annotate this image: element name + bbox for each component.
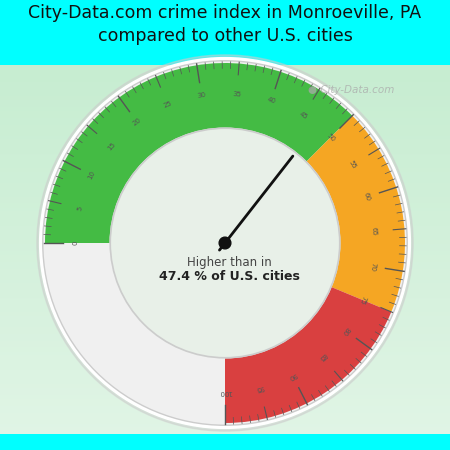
Wedge shape — [225, 287, 392, 423]
Wedge shape — [43, 61, 407, 425]
Text: 40: 40 — [266, 97, 276, 105]
Text: Higher than in: Higher than in — [187, 256, 272, 269]
Circle shape — [110, 128, 340, 358]
Text: 45: 45 — [298, 111, 308, 121]
Text: ● City-Data.com: ● City-Data.com — [308, 85, 394, 95]
Circle shape — [37, 55, 413, 431]
Bar — [0, 0, 450, 65]
Text: 35: 35 — [232, 91, 241, 97]
Wedge shape — [306, 116, 405, 312]
Text: 15: 15 — [106, 141, 117, 151]
Text: 70: 70 — [369, 261, 376, 271]
Text: City-Data.com crime index in Monroeville, PA
compared to other U.S. cities: City-Data.com crime index in Monroeville… — [28, 4, 422, 45]
Text: 20: 20 — [132, 117, 143, 127]
Text: 5: 5 — [76, 205, 83, 211]
Text: 65: 65 — [371, 227, 377, 236]
Circle shape — [219, 237, 231, 249]
Text: 55: 55 — [347, 160, 357, 170]
Wedge shape — [45, 63, 352, 243]
Text: 25: 25 — [162, 100, 173, 109]
Text: 95: 95 — [255, 384, 265, 392]
Text: 0: 0 — [72, 241, 79, 245]
Text: 100: 100 — [218, 389, 232, 396]
Bar — [0, 434, 450, 450]
Text: 47.4 % of U.S. cities: 47.4 % of U.S. cities — [159, 270, 300, 283]
Text: 30: 30 — [197, 92, 207, 99]
Text: 50: 50 — [325, 132, 336, 143]
Circle shape — [40, 58, 410, 428]
Text: 10: 10 — [87, 170, 97, 180]
Text: 80: 80 — [341, 325, 351, 336]
Text: 90: 90 — [288, 371, 298, 381]
Text: 75: 75 — [359, 295, 368, 306]
Text: 60: 60 — [363, 192, 371, 202]
Text: 85: 85 — [317, 351, 327, 362]
